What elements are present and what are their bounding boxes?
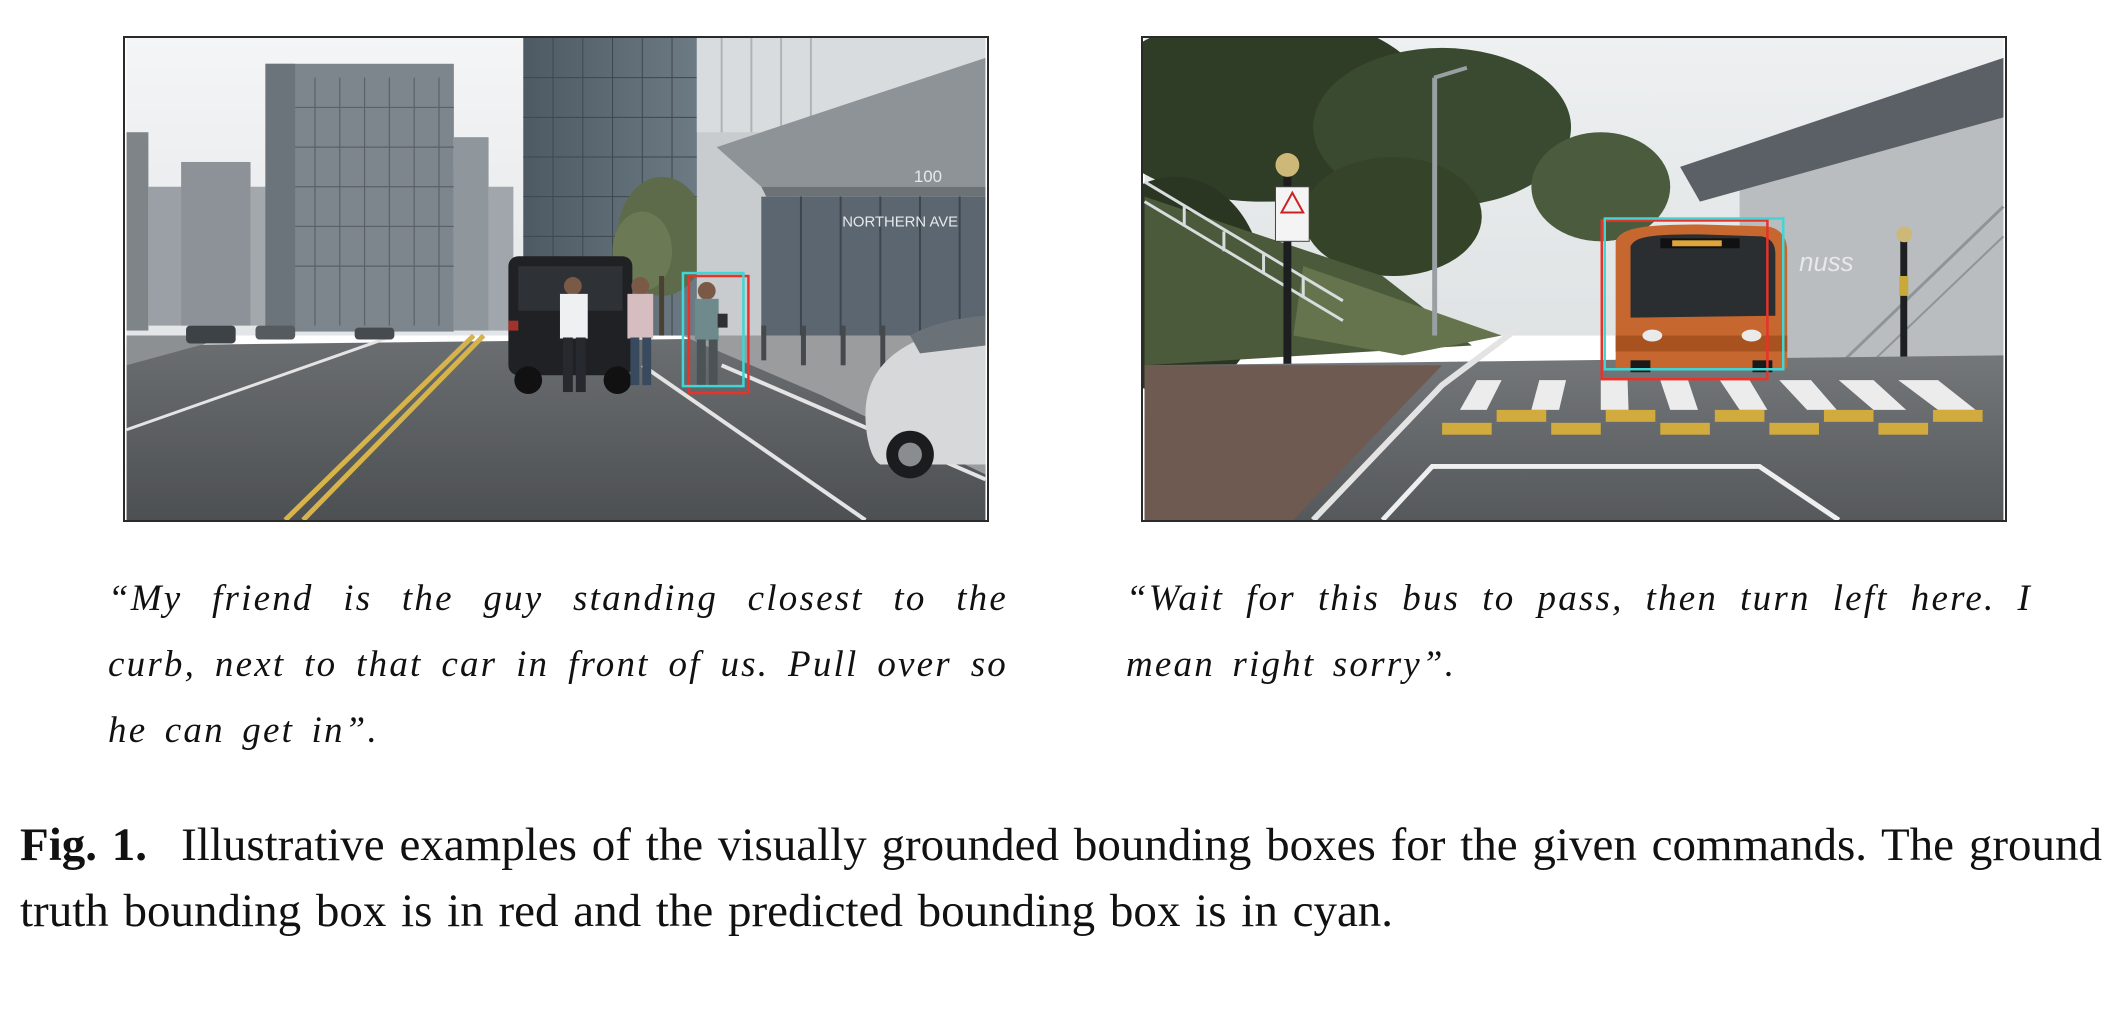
example-image-right: nuss	[1141, 36, 2007, 522]
command-text-left: “My friend is the guy standing closest t…	[108, 578, 1008, 751]
predicted-bounding-box	[681, 271, 745, 388]
lamp-post	[1274, 153, 1310, 391]
predicted-bounding-box	[1603, 217, 1785, 371]
tall-building-left	[265, 63, 454, 332]
building-number-sign: 100	[914, 167, 942, 186]
office-building-right: 100 NORTHERN AVE	[696, 38, 986, 346]
crosswalk	[1459, 380, 1976, 410]
figure-caption-text: Illustrative examples of the visually gr…	[20, 819, 2102, 937]
pedestrian-white-shirt	[559, 277, 588, 393]
building-sign: nuss	[1799, 249, 1854, 277]
stair-railing	[1143, 180, 1344, 322]
command-text-right: “Wait for this bus to pass, then turn le…	[1126, 578, 2032, 685]
pedestrian-pink-shirt	[627, 277, 654, 386]
figure-caption: Fig. 1. Illustrative examples of the visu…	[20, 812, 2102, 944]
building-street-sign: NORTHERN AVE	[842, 214, 958, 230]
silver-car	[865, 315, 986, 479]
orange-bus	[1615, 224, 1788, 373]
ground-truth-bounding-box	[687, 274, 750, 395]
ground-truth-bounding-box	[1600, 219, 1769, 381]
street-scene-illustration: 100 NORTHERN AVE	[126, 38, 987, 520]
figure-label: Fig. 1.	[20, 819, 148, 871]
target-pedestrian	[694, 281, 728, 388]
example-image-left: 100 NORTHERN AVE	[123, 36, 989, 522]
bus-scene-illustration: nuss	[1143, 38, 2005, 520]
